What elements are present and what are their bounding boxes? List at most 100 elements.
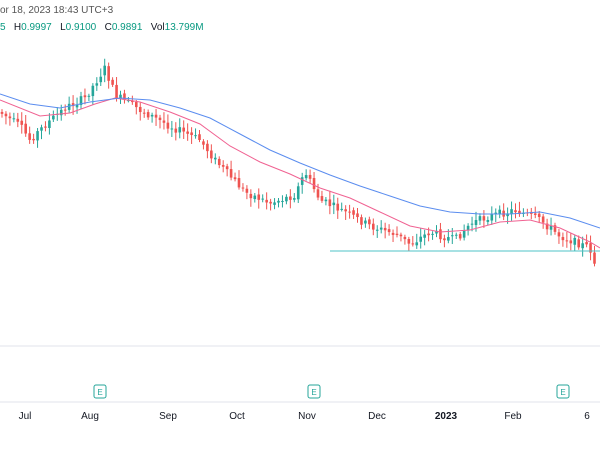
- candle-body: [510, 209, 513, 214]
- candle: [553, 222, 557, 235]
- candle-body: [194, 135, 197, 137]
- candle: [530, 207, 533, 220]
- candle: [221, 160, 225, 173]
- candle: [12, 112, 16, 123]
- x-tick-label: Aug: [81, 411, 99, 422]
- candle: [103, 58, 106, 83]
- candle-body: [518, 210, 521, 215]
- close-label: C: [104, 22, 112, 33]
- earnings-marker[interactable]: E: [307, 384, 321, 399]
- candle: [253, 193, 257, 203]
- candle-body: [115, 84, 118, 99]
- candle: [391, 229, 395, 243]
- candle: [458, 232, 462, 241]
- candle-body: [265, 199, 268, 203]
- volume-value: 13.799M: [164, 22, 204, 33]
- candle: [510, 201, 513, 221]
- candle: [399, 232, 403, 242]
- candle-body: [119, 94, 122, 99]
- candle: [348, 204, 351, 219]
- candle: [593, 245, 596, 267]
- candle: [336, 197, 340, 219]
- candle-body: [486, 220, 490, 222]
- x-tick-label: Nov: [298, 411, 316, 422]
- open-value-fragment: 5: [0, 22, 6, 33]
- candle: [206, 140, 209, 159]
- candle: [269, 198, 272, 211]
- candle: [281, 195, 284, 208]
- earnings-marker[interactable]: E: [93, 384, 107, 399]
- candle: [241, 183, 245, 192]
- candle-body: [52, 115, 55, 120]
- candle-body: [451, 235, 454, 237]
- candle-body: [360, 217, 363, 225]
- candle: [395, 226, 399, 238]
- candle-body: [300, 177, 304, 185]
- candle-body: [296, 186, 300, 200]
- candle: [486, 216, 490, 226]
- candle-body: [466, 225, 470, 231]
- candle-body: [593, 252, 596, 264]
- candle-body: [399, 234, 403, 237]
- candle-body: [269, 201, 272, 204]
- candle: [518, 201, 521, 217]
- candle-body: [131, 100, 134, 103]
- candle: [360, 214, 363, 230]
- candle-body: [569, 240, 573, 244]
- candle: [423, 229, 426, 246]
- candle-body: [427, 233, 430, 236]
- earnings-label: E: [560, 388, 565, 397]
- candle: [214, 153, 217, 165]
- candle-body: [178, 127, 182, 133]
- x-tick-label: Jul: [19, 411, 32, 422]
- ma-slow-line: [0, 93, 600, 229]
- candle-body: [123, 93, 126, 100]
- x-axis-layer: Jul Aug Sep Oct Nov Dec 2023 Feb 6: [19, 411, 591, 422]
- candle: [16, 112, 20, 128]
- earnings-marker[interactable]: E: [556, 384, 570, 399]
- candle-body: [182, 127, 185, 132]
- candle-body: [474, 220, 478, 226]
- candle: [296, 182, 300, 204]
- candle: [478, 213, 482, 225]
- candle: [79, 91, 83, 110]
- candle-body: [32, 138, 35, 141]
- candle: [451, 228, 454, 245]
- candle: [285, 194, 288, 205]
- candle: [304, 169, 308, 181]
- candle: [198, 130, 201, 143]
- candle: [462, 224, 466, 241]
- candle-body: [107, 66, 110, 81]
- candle-body: [454, 234, 458, 236]
- ohlc-legend: 5 H0.9997 L0.9100 C0.9891 Vol13.799M: [0, 22, 204, 33]
- candle-body: [36, 131, 39, 141]
- candle: [170, 120, 174, 138]
- candle-body: [285, 196, 288, 202]
- candle: [537, 210, 541, 224]
- candle-body: [462, 230, 466, 238]
- candle-body: [573, 237, 577, 245]
- candle: [470, 216, 474, 232]
- candle-body: [419, 236, 422, 242]
- candle: [320, 190, 324, 203]
- candles-layer: [0, 58, 596, 267]
- candle: [312, 172, 316, 193]
- candle-body: [545, 223, 549, 230]
- candle-body: [403, 236, 407, 240]
- candle-body: [166, 122, 170, 129]
- candle: [225, 163, 229, 177]
- candle: [565, 232, 569, 248]
- candle: [431, 231, 434, 240]
- candle: [0, 109, 4, 118]
- candle-body: [233, 177, 237, 180]
- candle: [210, 144, 213, 164]
- candle: [174, 122, 178, 141]
- candle: [261, 194, 264, 203]
- candle-body: [225, 166, 229, 170]
- candle-body: [83, 95, 87, 98]
- moving-averages-layer: [0, 93, 600, 249]
- candle-body: [391, 232, 395, 235]
- candle-body: [87, 95, 91, 97]
